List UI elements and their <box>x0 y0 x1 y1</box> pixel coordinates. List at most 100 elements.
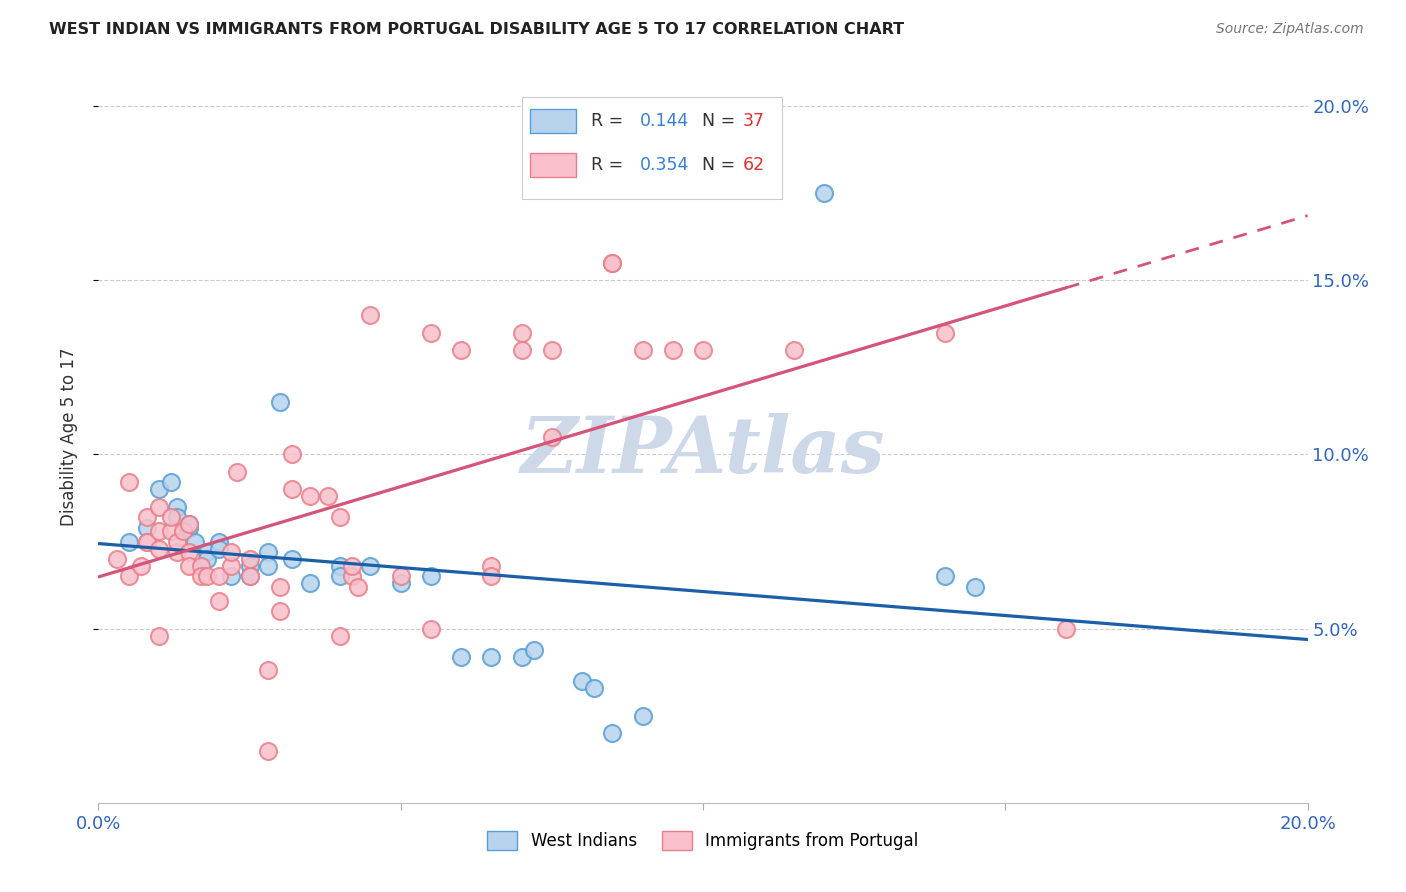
Point <box>602 256 624 270</box>
Point <box>420 569 443 583</box>
Point <box>148 483 170 497</box>
Text: N =: N = <box>690 112 741 130</box>
Point <box>316 489 339 503</box>
Point <box>420 622 443 636</box>
Text: 0.144: 0.144 <box>640 112 689 130</box>
Point <box>389 576 412 591</box>
Point <box>239 558 262 573</box>
Point <box>179 558 201 573</box>
Point <box>239 552 262 566</box>
Point <box>389 569 412 583</box>
Point <box>269 395 291 409</box>
Text: ZIPAtlas: ZIPAtlas <box>520 414 886 490</box>
Point <box>148 500 170 514</box>
Point <box>342 569 364 583</box>
Point <box>208 569 231 583</box>
Point <box>510 649 533 664</box>
Point <box>135 534 157 549</box>
Point <box>160 475 183 490</box>
Point <box>221 545 243 559</box>
Point <box>105 552 128 566</box>
Point <box>118 569 141 583</box>
Point <box>481 558 503 573</box>
Point <box>934 569 956 583</box>
Point <box>179 521 201 535</box>
Point <box>208 594 231 608</box>
FancyBboxPatch shape <box>522 97 782 200</box>
Point <box>135 510 157 524</box>
Text: R =: R = <box>591 112 628 130</box>
Point <box>450 343 472 357</box>
Point <box>129 558 152 573</box>
Point <box>135 521 157 535</box>
Point <box>179 545 201 559</box>
Point <box>239 569 262 583</box>
Legend: West Indians, Immigrants from Portugal: West Indians, Immigrants from Portugal <box>481 824 925 856</box>
Point <box>481 569 503 583</box>
Point <box>450 649 472 664</box>
Point <box>540 343 562 357</box>
Point <box>299 489 322 503</box>
Text: 62: 62 <box>742 156 765 174</box>
Point <box>190 558 212 573</box>
Text: Source: ZipAtlas.com: Source: ZipAtlas.com <box>1216 22 1364 37</box>
Point <box>221 558 243 573</box>
Text: N =: N = <box>690 156 741 174</box>
Point <box>692 343 714 357</box>
Point <box>135 534 157 549</box>
Point <box>329 569 352 583</box>
Point <box>148 629 170 643</box>
Point <box>299 576 322 591</box>
Point <box>1054 622 1077 636</box>
Point <box>195 545 218 559</box>
Point <box>118 534 141 549</box>
Point <box>342 558 364 573</box>
Point <box>256 664 278 678</box>
Point <box>160 510 183 524</box>
Point <box>256 558 278 573</box>
Point <box>256 545 278 559</box>
Point <box>661 343 683 357</box>
Point <box>481 649 503 664</box>
Point <box>281 552 304 566</box>
Point <box>523 642 546 657</box>
Point <box>179 517 201 532</box>
Y-axis label: Disability Age 5 to 17: Disability Age 5 to 17 <box>59 348 77 526</box>
Point <box>783 343 806 357</box>
Point <box>329 510 352 524</box>
Point <box>195 552 218 566</box>
Point <box>631 708 654 723</box>
Point <box>281 448 304 462</box>
Point <box>256 743 278 757</box>
Point <box>166 534 188 549</box>
Point <box>510 343 533 357</box>
Point <box>813 186 835 201</box>
Point <box>226 465 249 479</box>
Text: R =: R = <box>591 156 628 174</box>
Point <box>360 308 382 322</box>
Point <box>360 558 382 573</box>
Point <box>148 541 170 556</box>
FancyBboxPatch shape <box>530 153 576 177</box>
Point <box>160 524 183 538</box>
Point <box>118 475 141 490</box>
Point <box>166 545 188 559</box>
Point <box>208 534 231 549</box>
Point <box>329 558 352 573</box>
Point <box>179 517 201 532</box>
Point <box>269 580 291 594</box>
Point <box>540 430 562 444</box>
Point <box>221 569 243 583</box>
Point <box>965 580 987 594</box>
Point <box>602 726 624 740</box>
Point <box>571 169 593 183</box>
Text: 37: 37 <box>742 112 765 130</box>
Point <box>148 524 170 538</box>
Point <box>166 510 188 524</box>
Text: WEST INDIAN VS IMMIGRANTS FROM PORTUGAL DISABILITY AGE 5 TO 17 CORRELATION CHART: WEST INDIAN VS IMMIGRANTS FROM PORTUGAL … <box>49 22 904 37</box>
Point <box>631 343 654 357</box>
Point <box>934 326 956 340</box>
FancyBboxPatch shape <box>530 110 576 133</box>
Point <box>583 681 606 695</box>
Point <box>420 326 443 340</box>
